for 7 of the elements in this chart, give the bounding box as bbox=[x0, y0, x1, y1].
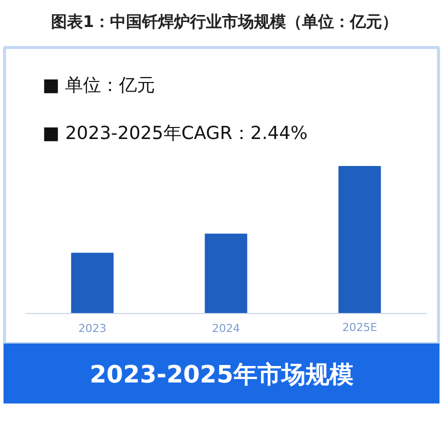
chart-title: 图表1：中国钎焊炉行业市场规模（单位：亿元） bbox=[50, 12, 398, 31]
x-tick-label: 2023 bbox=[78, 322, 106, 335]
x-tick-label: 2025E bbox=[342, 321, 378, 334]
text: ■ 单位：亿元 bbox=[42, 75, 156, 96]
text: ■ 2023-2025年CAGR：2.44% bbox=[42, 123, 308, 144]
text: 2023-2025年市场规模 bbox=[90, 360, 354, 388]
x-tick-label: 2024 bbox=[212, 322, 240, 335]
